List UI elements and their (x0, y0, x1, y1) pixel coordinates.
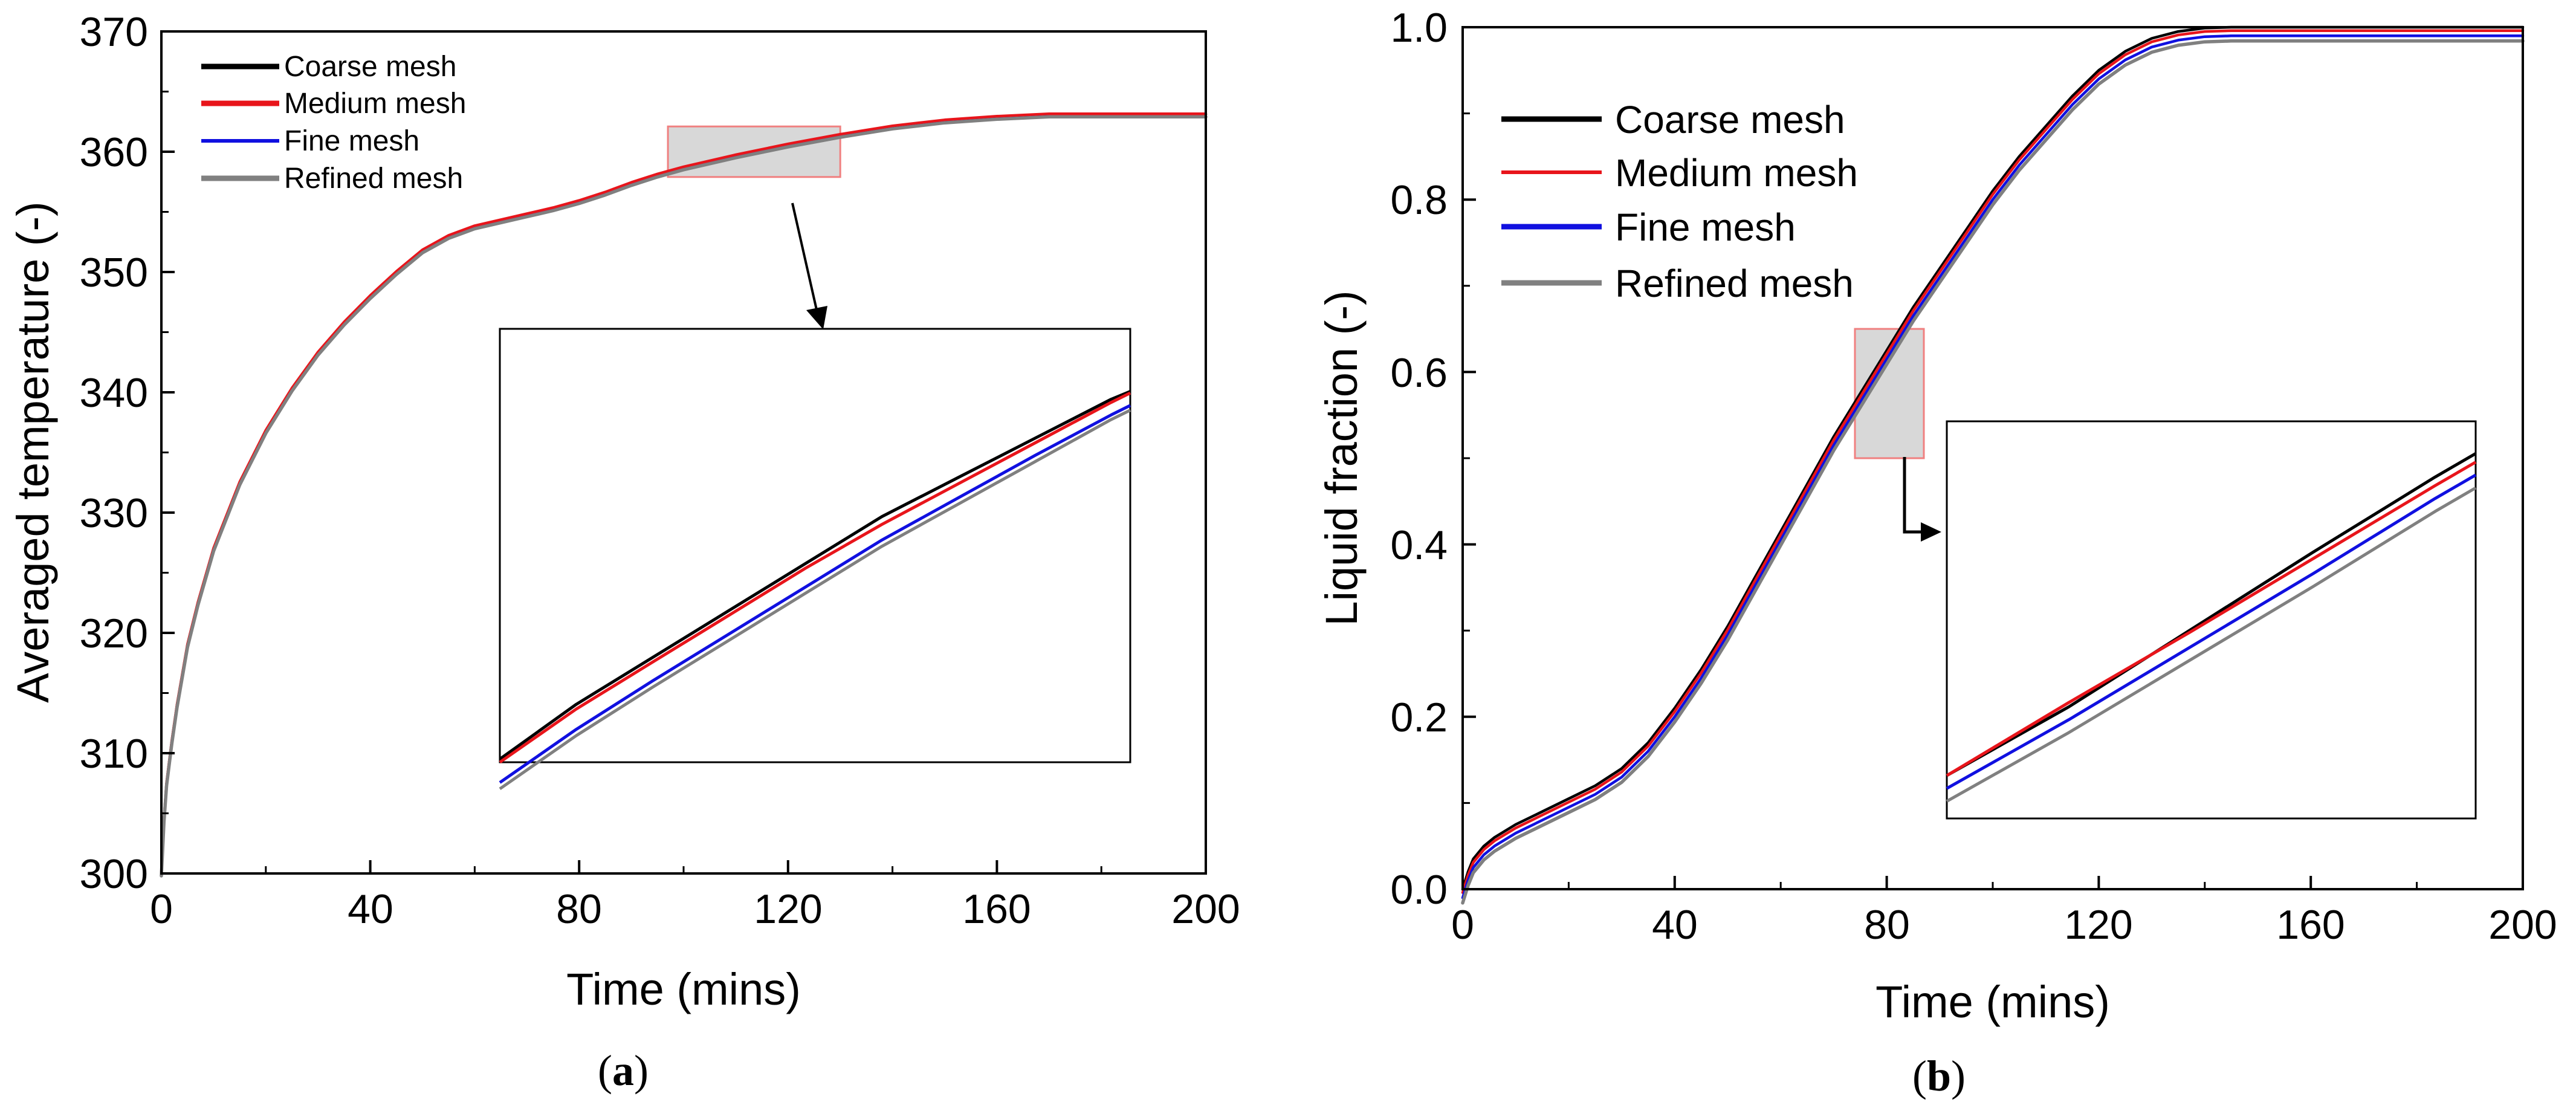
panel-b-ytick-label: 0.4 (1390, 522, 1448, 568)
panel-b-xtick-label: 80 (1864, 902, 1910, 948)
inset-line-fine (1946, 473, 2477, 790)
panel-a-caption: (a) (598, 1046, 649, 1095)
panel-a-zoom-arrowhead (806, 306, 827, 329)
panel-b: 0.0 0.2 0.4 0.6 0.8 1.0 0 40 80 120 160 … (1316, 5, 2557, 1100)
panel-a-ytick-label: 350 (80, 250, 148, 296)
legend-label-medium: Medium mesh (284, 88, 466, 120)
panel-a-ytick-label: 330 (80, 490, 148, 536)
inset-line-medium (1946, 461, 2477, 777)
panel-b-zoom-arrowhead (1921, 522, 1941, 542)
panel-a-xtick-label: 120 (754, 886, 822, 932)
panel-a-xtick-label: 0 (150, 886, 173, 932)
panel-a-xtick-label: 40 (348, 886, 393, 932)
panel-b-ticks (1461, 26, 2524, 890)
legend-label-refined: Refined mesh (1615, 262, 1854, 305)
inset-line-medium (499, 391, 1131, 764)
panel-a-zoom-arrow (791, 202, 819, 316)
series-line-fine (1461, 34, 2525, 899)
panel-b-legend: Coarse mesh Medium mesh Fine mesh Refine… (1501, 98, 1858, 305)
panel-b-xtick-label: 40 (1652, 902, 1698, 948)
panel-a-xtick-label: 160 (962, 886, 1031, 932)
panel-b-x-axis-title: Time (mins) (1875, 977, 2110, 1027)
panel-b-inset (1946, 420, 2477, 820)
panel-a-xtick-label: 200 (1171, 886, 1240, 932)
series-line-refined (160, 115, 1208, 878)
legend-label-fine: Fine mesh (1615, 206, 1796, 249)
panel-b-zoom-arrow (1903, 457, 1925, 534)
panel-a-xtick-label: 80 (556, 886, 602, 932)
legend-label-coarse: Coarse mesh (284, 51, 456, 83)
panel-a-ytick-label: 310 (80, 731, 148, 777)
panel-a-ytick-label: 300 (80, 851, 148, 897)
panel-a-xtick-labels: 0 40 80 120 160 200 (150, 886, 1240, 932)
panel-a-series (160, 112, 1208, 878)
series-line-medium (1461, 29, 2525, 894)
panel-b-ytick-label: 0.2 (1390, 695, 1448, 740)
panel-b-xtick-label: 120 (2064, 902, 2132, 948)
legend-label-coarse: Coarse mesh (1615, 98, 1845, 141)
inset-line-coarse (499, 390, 1131, 760)
panel-b-ytick-label: 0.8 (1390, 177, 1448, 223)
panel-a-x-axis-title: Time (mins) (566, 964, 801, 1014)
legend-label-medium: Medium mesh (1615, 151, 1858, 195)
inset-line-refined (1946, 486, 2477, 803)
panel-b-inset-series (1946, 452, 2477, 803)
panel-b-xtick-label: 0 (1451, 902, 1474, 948)
panel-a-y-axis-title: Averaged temperature (-) (8, 201, 58, 702)
panel-b-ytick-label: 1.0 (1390, 5, 1448, 51)
panel-b-xtick-label: 200 (2488, 902, 2557, 948)
panel-a-inset (499, 328, 1131, 791)
inset-line-refined (499, 409, 1131, 791)
panel-a-legend: Coarse mesh Medium mesh Fine mesh Refine… (201, 51, 466, 195)
inset-line-coarse (1946, 452, 2477, 777)
panel-a-ytick-label: 320 (80, 611, 148, 656)
panel-a-ytick-label: 340 (80, 370, 148, 416)
panel-b-xtick-label: 160 (2276, 902, 2345, 948)
legend-label-refined: Refined mesh (284, 163, 463, 195)
inset-line-fine (499, 404, 1131, 784)
series-line-refined (1461, 39, 2525, 905)
panel-b-series (1461, 25, 2525, 905)
panel-b-ytick-label: 0.6 (1390, 350, 1448, 396)
panel-a: 300 310 320 330 340 350 360 370 0 40 80 … (8, 9, 1240, 1095)
panel-b-ytick-labels: 0.0 0.2 0.4 0.6 0.8 1.0 (1390, 5, 1448, 913)
panel-b-y-axis-title: Liquid fraction (-) (1316, 290, 1367, 626)
panel-b-caption: (b) (1912, 1052, 1966, 1100)
panel-a-ytick-label: 370 (80, 9, 148, 55)
panel-b-ytick-label: 0.0 (1390, 867, 1448, 913)
panel-a-ticks (160, 30, 1207, 875)
panel-a-ytick-labels: 300 310 320 330 340 350 360 370 (80, 9, 148, 897)
panel-b-xtick-labels: 0 40 80 120 160 200 (1451, 902, 2557, 948)
panel-a-inset-series (499, 390, 1131, 791)
legend-label-fine: Fine mesh (284, 125, 419, 157)
panel-a-ytick-label: 360 (80, 129, 148, 175)
